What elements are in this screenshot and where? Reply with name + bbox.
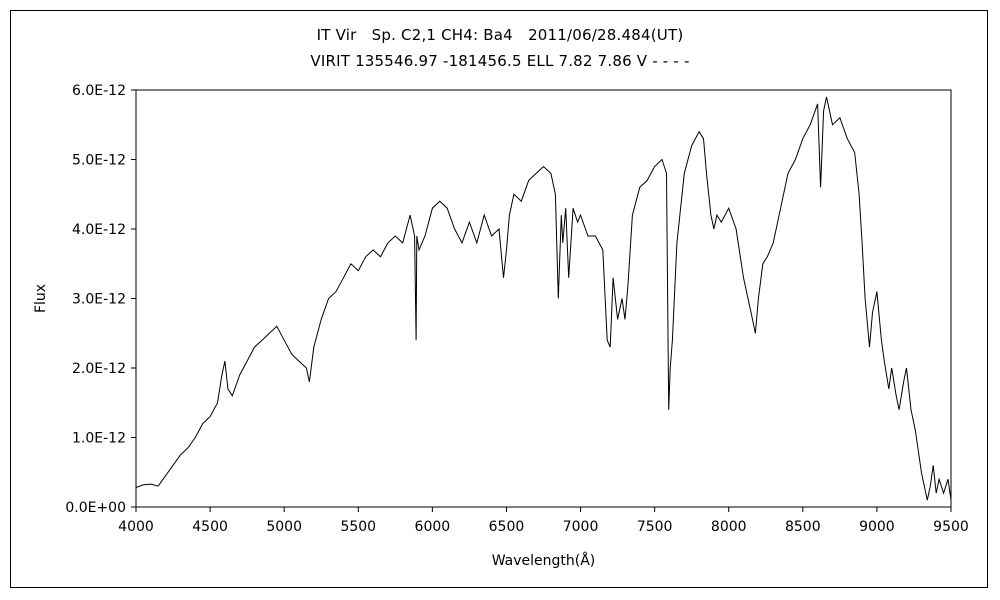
y-tick-label: 2.0E-12	[72, 361, 126, 377]
x-tick-label: 6500	[489, 519, 525, 535]
x-tick-label: 6000	[415, 519, 451, 535]
y-axis-label: Flux	[33, 284, 49, 313]
x-tick-label: 5500	[340, 519, 376, 535]
spectrum-line	[135, 96, 952, 501]
plot-area	[135, 89, 952, 508]
chart-title-line1: IT Vir Sp. C2,1 CH4: Ba4 2011/06/28.484(…	[316, 26, 684, 44]
x-tick-label: 9500	[933, 519, 969, 535]
x-tick-label: 7500	[637, 519, 673, 535]
x-tick-label: 4000	[118, 519, 154, 535]
x-tick-label: 7000	[563, 519, 599, 535]
x-tick-label: 4500	[192, 519, 228, 535]
y-tick-label: 6.0E-12	[72, 83, 126, 99]
x-axis: 4000 4500 5000 5500 6000 6500 7000 7500 8000 8500…	[118, 507, 969, 535]
x-tick-label: 8000	[711, 519, 747, 535]
y-tick-label: 0.0E+00	[65, 500, 126, 516]
y-tick-label: 1.0E-12	[72, 431, 126, 447]
x-axis-label: Wavelength(Å)	[492, 552, 596, 569]
chart-frame	[10, 10, 988, 588]
chart-title-line2: VIRIT 135546.97 -181456.5 ELL 7.82 7.86 …	[310, 52, 690, 70]
y-tick-label: 3.0E-12	[72, 292, 126, 308]
x-tick-label: 5000	[266, 519, 302, 535]
x-tick-label: 9000	[859, 519, 895, 535]
y-tick-label: 5.0E-12	[72, 153, 126, 169]
y-axis: 0.0E+00 1.0E-12 2.0E-12 3.0E-12 4.0E-12 5.0E-…	[65, 83, 136, 516]
y-tick-label: 4.0E-12	[72, 222, 126, 238]
x-tick-label: 8500	[785, 519, 821, 535]
